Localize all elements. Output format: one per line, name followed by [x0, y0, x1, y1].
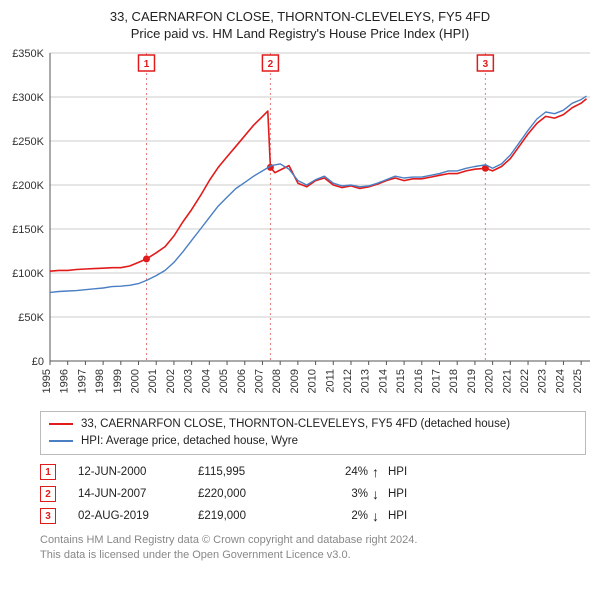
- marker-date: 14-JUN-2007: [78, 488, 198, 500]
- svg-text:£0: £0: [32, 356, 44, 368]
- svg-text:2018: 2018: [448, 369, 460, 393]
- svg-text:2016: 2016: [413, 369, 425, 393]
- svg-text:1995: 1995: [41, 369, 53, 393]
- svg-text:2019: 2019: [466, 369, 478, 393]
- marker-badge-2: 2: [40, 486, 56, 502]
- marker-price: £115,995: [198, 466, 308, 478]
- marker-metric: HPI: [388, 488, 407, 500]
- svg-text:2020: 2020: [484, 369, 496, 393]
- marker-badge-3: 3: [40, 508, 56, 524]
- footnote: Contains HM Land Registry data © Crown c…: [40, 533, 586, 563]
- svg-text:£150K: £150K: [12, 224, 44, 236]
- svg-text:1: 1: [144, 59, 150, 70]
- marker-price: £220,000: [198, 488, 308, 500]
- chart-subtitle: Price paid vs. HM Land Registry's House …: [0, 26, 600, 45]
- svg-text:2010: 2010: [307, 369, 319, 393]
- svg-text:2012: 2012: [342, 369, 354, 393]
- svg-text:2021: 2021: [501, 369, 513, 393]
- marker-date: 02-AUG-2019: [78, 510, 198, 522]
- svg-text:2015: 2015: [395, 369, 407, 393]
- svg-text:2014: 2014: [377, 369, 389, 393]
- svg-text:3: 3: [483, 59, 489, 70]
- marker-metric: HPI: [388, 466, 407, 478]
- svg-text:2003: 2003: [183, 369, 195, 393]
- svg-text:2011: 2011: [324, 369, 336, 393]
- svg-text:1998: 1998: [94, 369, 106, 393]
- svg-text:2025: 2025: [572, 369, 584, 393]
- svg-text:1996: 1996: [59, 369, 71, 393]
- svg-text:£250K: £250K: [12, 136, 44, 148]
- footnote-line: Contains HM Land Registry data © Crown c…: [40, 533, 586, 548]
- svg-text:2013: 2013: [360, 369, 372, 393]
- svg-text:2017: 2017: [431, 369, 443, 393]
- marker-delta: 2%: [308, 510, 372, 522]
- svg-text:2000: 2000: [130, 369, 142, 393]
- sale-marker-row: 3 02-AUG-2019 £219,000 2% ↓ HPI: [40, 505, 586, 527]
- svg-text:2023: 2023: [537, 369, 549, 393]
- svg-text:2001: 2001: [147, 369, 159, 393]
- svg-text:£350K: £350K: [12, 48, 44, 60]
- svg-text:2002: 2002: [165, 369, 177, 393]
- marker-delta: 24%: [308, 466, 372, 478]
- svg-text:2022: 2022: [519, 369, 531, 393]
- svg-text:2009: 2009: [289, 369, 301, 393]
- marker-badge-1: 1: [40, 464, 56, 480]
- marker-delta: 3%: [308, 488, 372, 500]
- sale-markers-table: 1 12-JUN-2000 £115,995 24% ↑ HPI 2 14-JU…: [40, 461, 586, 527]
- arrow-down-icon: ↓: [372, 509, 388, 523]
- arrow-down-icon: ↓: [372, 487, 388, 501]
- arrow-up-icon: ↑: [372, 465, 388, 479]
- legend-swatch: [49, 440, 73, 442]
- svg-text:2024: 2024: [554, 369, 566, 393]
- chart-plot: £0 £50K £100K £150K £200K £250K £300K £350K 1995…: [0, 45, 600, 405]
- legend: 33, CAERNARFON CLOSE, THORNTON-CLEVELEYS…: [40, 411, 586, 456]
- marker-metric: HPI: [388, 510, 407, 522]
- svg-text:£200K: £200K: [12, 180, 44, 192]
- legend-item-hpi: HPI: Average price, detached house, Wyre: [49, 433, 577, 450]
- svg-text:2007: 2007: [253, 369, 265, 393]
- legend-label: 33, CAERNARFON CLOSE, THORNTON-CLEVELEYS…: [81, 416, 510, 433]
- svg-text:1999: 1999: [112, 369, 124, 393]
- svg-text:2006: 2006: [236, 369, 248, 393]
- footnote-line: This data is licensed under the Open Gov…: [40, 548, 586, 563]
- sale-marker-row: 2 14-JUN-2007 £220,000 3% ↓ HPI: [40, 483, 586, 505]
- svg-text:2004: 2004: [200, 369, 212, 393]
- svg-text:2: 2: [268, 59, 274, 70]
- svg-text:1997: 1997: [76, 369, 88, 393]
- legend-item-subject: 33, CAERNARFON CLOSE, THORNTON-CLEVELEYS…: [49, 416, 577, 433]
- svg-text:2008: 2008: [271, 369, 283, 393]
- sale-marker-row: 1 12-JUN-2000 £115,995 24% ↑ HPI: [40, 461, 586, 483]
- marker-price: £219,000: [198, 510, 308, 522]
- svg-text:£50K: £50K: [18, 312, 44, 324]
- legend-label: HPI: Average price, detached house, Wyre: [81, 433, 298, 450]
- svg-text:£100K: £100K: [12, 268, 44, 280]
- chart-container: { "chart": { "title": "33, CAERNARFON CL…: [0, 0, 600, 563]
- chart-svg: £0 £50K £100K £150K £200K £250K £300K £350K 1995…: [0, 45, 600, 405]
- chart-title: 33, CAERNARFON CLOSE, THORNTON-CLEVELEYS…: [0, 0, 600, 26]
- svg-text:£300K: £300K: [12, 92, 44, 104]
- legend-swatch: [49, 423, 73, 425]
- svg-text:2005: 2005: [218, 369, 230, 393]
- marker-date: 12-JUN-2000: [78, 466, 198, 478]
